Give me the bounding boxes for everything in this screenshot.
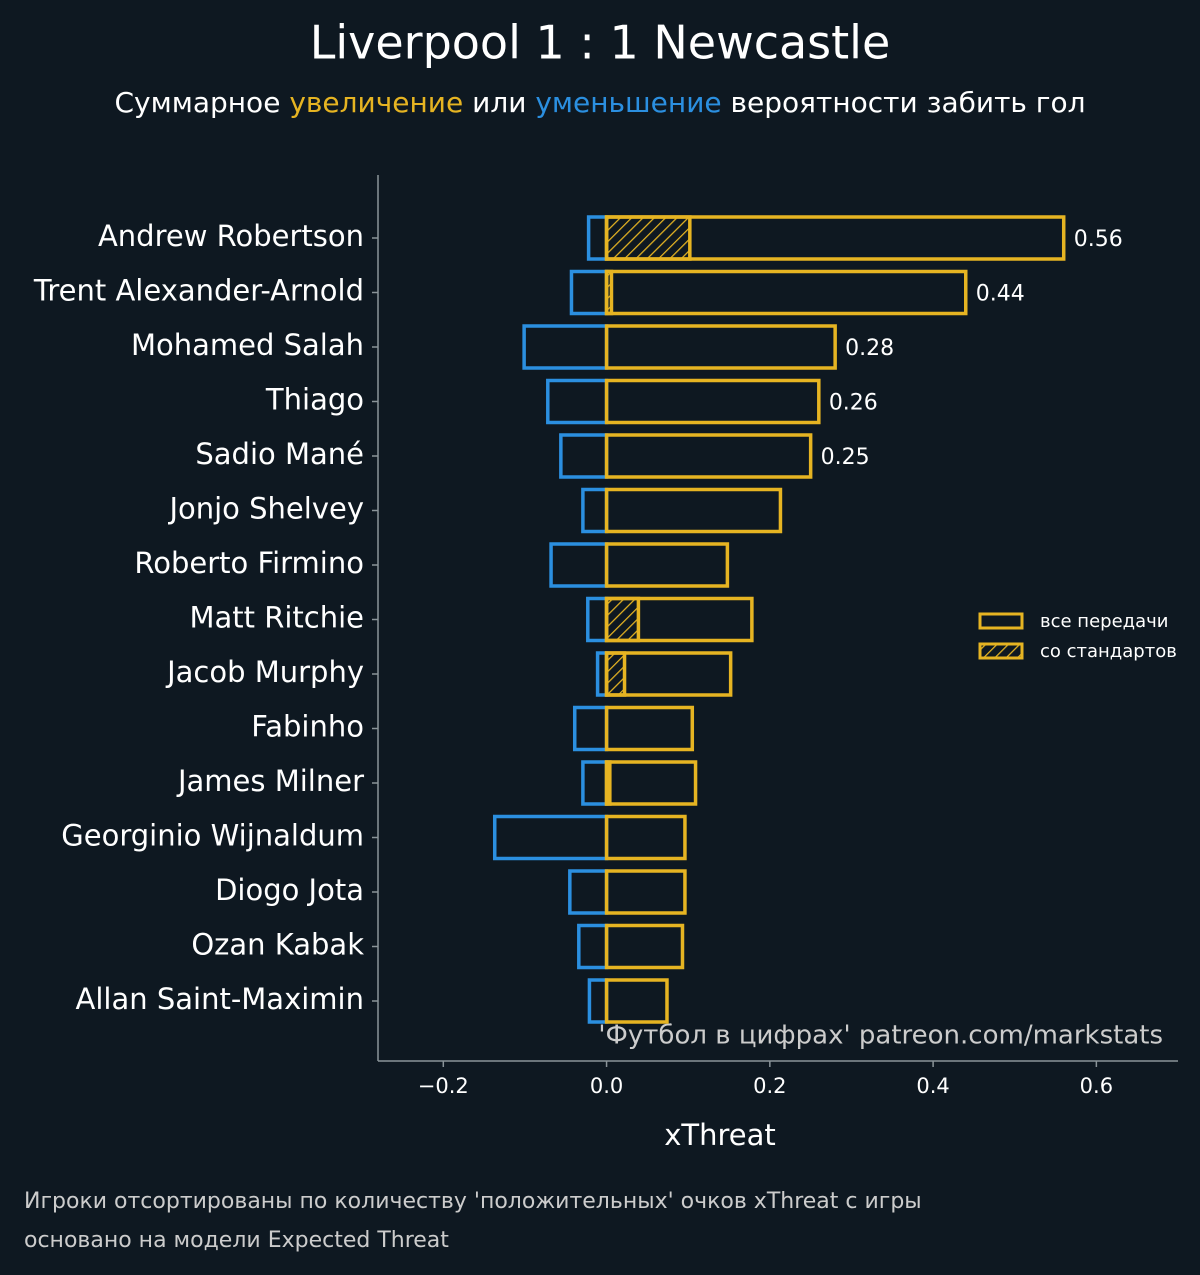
positive-bar: [604, 269, 968, 316]
y-tick-label: Jonjo Shelvey: [167, 492, 364, 526]
x-tick-label: 0.6: [1080, 1074, 1113, 1098]
negative-bar: [572, 705, 609, 752]
positive-bar: [604, 705, 695, 752]
negative-bar: [581, 487, 609, 534]
y-tick-label: Georginio Wijnaldum: [61, 819, 364, 853]
value-label: 0.44: [976, 282, 1025, 307]
y-tick-label: Ozan Kabak: [191, 928, 364, 962]
negative-bar: [546, 378, 609, 425]
subtitle-part: Суммарное: [114, 86, 289, 119]
y-tick-label: Diogo Jota: [215, 873, 364, 907]
value-label: 0.56: [1074, 227, 1123, 252]
subtitle-part: увеличение: [289, 86, 463, 119]
y-tick-label: Roberto Firmino: [134, 546, 364, 580]
positive-bar: [604, 923, 685, 970]
negative-bar: [587, 978, 609, 1024]
negative-bar: [581, 760, 609, 806]
note: основано на модели Expected Threat: [24, 1228, 449, 1253]
set-piece-bar: [604, 215, 692, 261]
subtitle-part: или: [463, 86, 535, 119]
positive-bar: [604, 542, 730, 588]
subtitle-part: вероятности забить гол: [722, 86, 1086, 119]
legend-swatch: [978, 612, 1024, 630]
negative-bar: [568, 869, 609, 915]
set-piece-bar: [604, 651, 627, 697]
negative-bar: [569, 269, 609, 316]
legend-label: со стандартов: [1040, 641, 1177, 662]
chart-title: Liverpool 1 : 1 Newcastle: [310, 16, 891, 70]
negative-bar: [586, 596, 609, 643]
value-label: 0.28: [845, 336, 894, 361]
set-piece-bar: [604, 760, 612, 806]
x-tick-label: −0.2: [418, 1074, 469, 1098]
y-tick-label: Fabinho: [251, 710, 364, 744]
positive-bar: [604, 378, 821, 425]
negative-bar: [549, 542, 609, 588]
y-tick-label: Trent Alexander-Arnold: [33, 274, 364, 308]
legend-swatch: [978, 642, 1024, 660]
positive-bar: [604, 869, 687, 915]
negative-bar: [522, 324, 609, 370]
set-piece-bar: [604, 596, 641, 643]
y-tick-label: Allan Saint-Maximin: [76, 982, 364, 1016]
chart-subtitle: Суммарное увеличение или уменьшение веро…: [114, 86, 1085, 119]
note: Игроки отсортированы по количеству 'поло…: [24, 1189, 922, 1214]
watermark: 'Футбол в цифрах' patreon.com/markstats: [598, 1021, 1163, 1051]
y-tick-label: Sadio Mané: [195, 437, 364, 471]
positive-bar: [604, 814, 687, 861]
negative-bar: [492, 814, 609, 861]
negative-bar: [559, 433, 609, 479]
value-label: 0.25: [821, 445, 870, 470]
y-tick-label: James Milner: [176, 764, 364, 798]
y-tick-label: Andrew Robertson: [98, 219, 364, 253]
positive-bar: [604, 760, 698, 806]
y-tick-label: Jacob Murphy: [165, 655, 364, 689]
value-label: 0.26: [829, 391, 878, 416]
set-piece-bar: [604, 269, 614, 316]
positive-bar: [604, 487, 783, 534]
negative-bar: [577, 923, 609, 970]
x-tick-label: 0.2: [753, 1074, 786, 1098]
x-tick-label: 0.4: [916, 1074, 949, 1098]
x-tick-label: 0.0: [590, 1074, 623, 1098]
subtitle-part: уменьшение: [535, 86, 721, 119]
y-tick-label: Mohamed Salah: [131, 328, 364, 362]
x-axis-label: xThreat: [664, 1118, 776, 1152]
negative-bar: [586, 215, 609, 261]
y-tick-label: Thiago: [265, 383, 364, 417]
y-tick-label: Matt Ritchie: [189, 601, 364, 635]
legend-label: все передачи: [1040, 611, 1168, 632]
positive-bar: [604, 433, 813, 479]
positive-bar: [604, 978, 669, 1024]
positive-bar: [604, 324, 837, 370]
